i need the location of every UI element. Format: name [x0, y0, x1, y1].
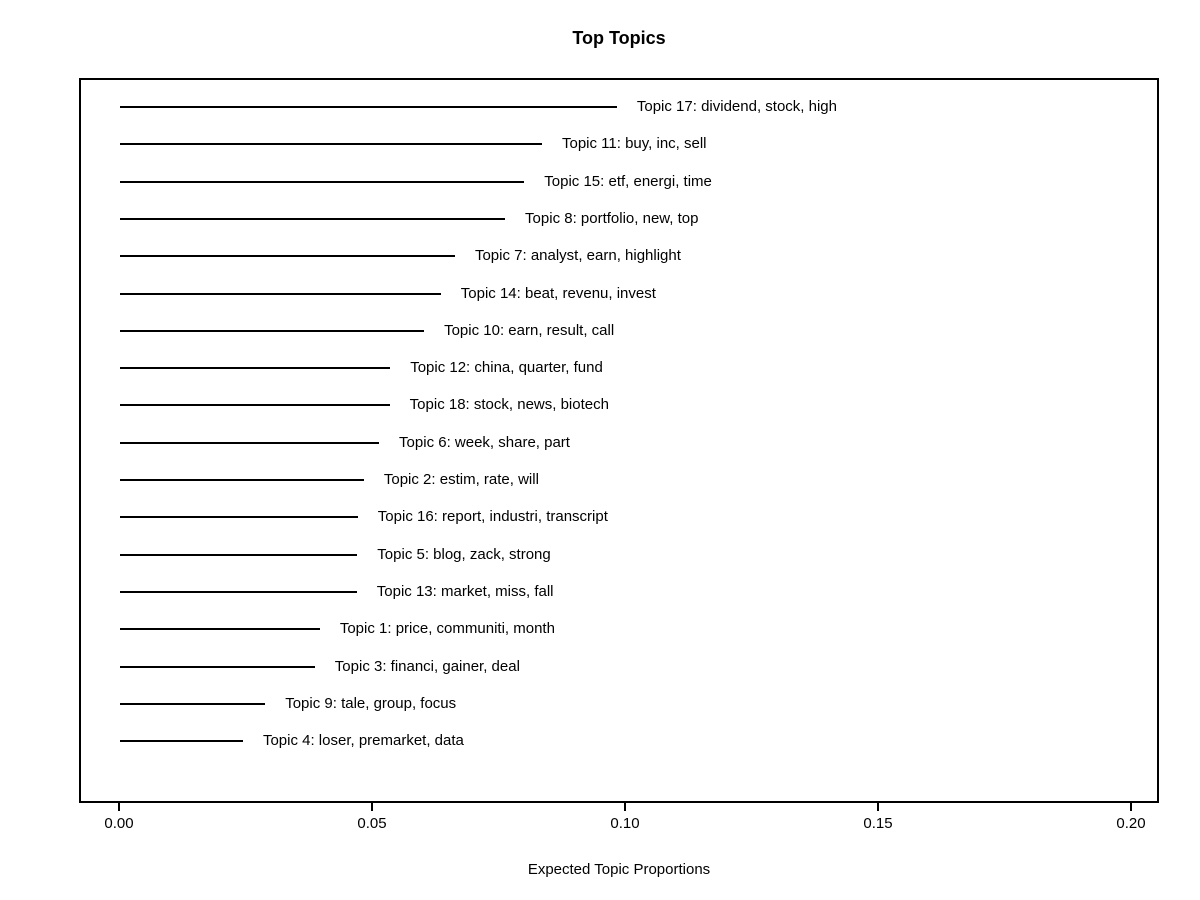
- topic-proportion-line: [120, 441, 380, 444]
- topic-label: Topic 2: estim, rate, will: [383, 471, 539, 488]
- topic-proportion-line: [120, 255, 455, 258]
- topic-proportion-line: [120, 516, 358, 519]
- topic-label: Topic 17: dividend, stock, high: [636, 98, 837, 115]
- topic-label: Topic 18: stock, news, biotech: [409, 396, 609, 414]
- topic-proportion-line: [120, 143, 542, 146]
- topic-label: Topic 11: buy, inc, sell: [561, 135, 707, 153]
- x-axis-tick-label: 0.20: [1116, 815, 1146, 832]
- topic-label: Topic 4: loser, premarket, data: [262, 732, 464, 750]
- topic-proportion-line: [120, 106, 617, 108]
- topic-label: Topic 15: etf, energi, time: [544, 172, 712, 190]
- topic-label: Topic 9: tale, group, focus: [285, 694, 457, 712]
- plot-area: Topic 17: dividend, stock, high Topic 11:…: [79, 78, 1159, 803]
- topic-proportion-line: [120, 217, 506, 220]
- topic-proportion-line: [120, 590, 357, 593]
- x-axis-tick: [624, 803, 626, 811]
- topic-proportion-line: [120, 628, 320, 631]
- x-axis-tick: [371, 803, 373, 811]
- topic-label: Topic 3: financi, gainer, deal: [334, 657, 520, 675]
- topic-proportion-line: [120, 367, 391, 370]
- topic-proportion-line: [120, 292, 441, 295]
- chart-title: Top Topics: [572, 28, 666, 48]
- topic-label: Topic 12: china, quarter, fund: [410, 359, 603, 377]
- topic-label: Topic 5: blog, zack, strong: [377, 545, 551, 563]
- topic-proportion-line: [120, 180, 525, 183]
- topic-label: Topic 16: report, industri, transcript: [377, 508, 608, 526]
- topic-label: Topic 14: beat, revenu, invest: [460, 284, 656, 302]
- topic-label: Topic 8: portfolio, new, top: [525, 209, 699, 227]
- x-axis-tick: [1130, 803, 1132, 811]
- x-axis-label: Expected Topic Proportions: [527, 861, 711, 878]
- topic-proportion-line: [120, 404, 390, 407]
- topic-proportion-line: [120, 479, 364, 481]
- x-axis-tick-label: 0.15: [863, 815, 893, 832]
- topic-proportion-line: [120, 665, 315, 668]
- topic-proportion-line: [120, 329, 425, 332]
- x-axis-tick: [877, 803, 879, 811]
- topic-proportion-line: [120, 702, 266, 705]
- topic-proportion-line: [120, 740, 243, 743]
- topic-label: Topic 7: analyst, earn, highlight: [474, 247, 681, 265]
- topic-label: Topic 6: week, share, part: [399, 433, 570, 451]
- x-axis-tick-label: 0.00: [104, 815, 134, 832]
- topic-label: Topic 1: price, communiti, month: [339, 620, 555, 638]
- x-axis-tick-label: 0.05: [357, 815, 387, 832]
- topic-proportion-line: [120, 553, 358, 556]
- x-axis-tick-label: 0.10: [610, 815, 640, 832]
- topic-label: Topic 10: earn, result, call: [444, 321, 615, 339]
- x-axis-tick: [118, 803, 120, 811]
- topic-label: Topic 13: market, miss, fall: [376, 582, 554, 600]
